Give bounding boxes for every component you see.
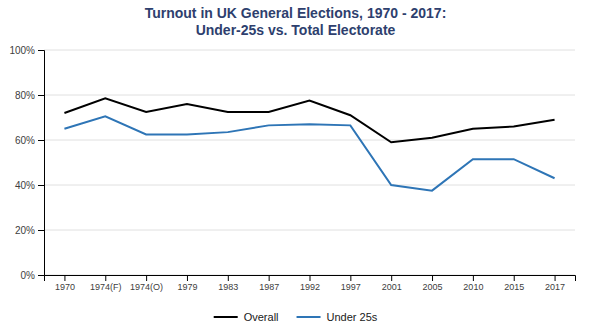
x-axis: 1970 1974(F) 1974(O) 1979 1983 1987 1992 1997 20… <box>45 275 576 292</box>
x-tick: 1983 <box>218 275 238 292</box>
y-tick-label: 60% <box>15 135 35 146</box>
x-tick-mark <box>105 275 106 281</box>
y-tick-label: 40% <box>15 180 35 191</box>
x-tick-mark <box>555 275 556 281</box>
grid-line <box>44 50 575 51</box>
x-tick-label: 1992 <box>300 282 320 292</box>
x-tick: 2001 <box>382 275 402 292</box>
y-tick-mark <box>38 275 44 276</box>
x-tick-mark <box>187 275 188 281</box>
x-tick-label: 1970 <box>55 282 75 292</box>
x-tick-mark <box>514 275 515 281</box>
y-tick-label: 80% <box>15 90 35 101</box>
x-tick: 2017 <box>545 275 565 292</box>
y-tick: 60% <box>15 135 44 146</box>
x-tick: 2015 <box>504 275 524 292</box>
legend-item: Under 25s <box>297 311 378 323</box>
x-tick-label: 1983 <box>218 282 238 292</box>
y-tick-label: 0% <box>21 270 36 281</box>
x-tick-label: 1987 <box>259 282 279 292</box>
x-tick-mark <box>391 275 392 281</box>
chart: Turnout in UK General Elections, 1970 - … <box>0 0 591 327</box>
y-tick-label: 20% <box>15 225 35 236</box>
x-tick: 1987 <box>259 275 279 292</box>
x-tick-mark <box>350 275 351 281</box>
legend-label: Under 25s <box>327 311 378 323</box>
x-tick-label: 1974(F) <box>90 282 122 292</box>
x-tick: 1974(O) <box>130 275 163 292</box>
x-tick: 1979 <box>177 275 197 292</box>
lines <box>64 98 554 190</box>
x-tick-mark <box>269 275 270 281</box>
y-tick: 40% <box>15 180 44 191</box>
x-tick: 2005 <box>423 275 443 292</box>
x-tick: 1992 <box>300 275 320 292</box>
legend-label: Overall <box>244 311 279 323</box>
grid-line <box>44 230 575 231</box>
grid-line <box>44 140 575 141</box>
x-tick-label: 2005 <box>423 282 443 292</box>
y-tick-label: 100% <box>9 45 35 56</box>
y-tick-mark <box>38 185 44 186</box>
grid-line <box>44 185 575 186</box>
legend-item: Overall <box>214 311 279 323</box>
x-tick-mark <box>228 275 229 281</box>
x-tick-label: 2017 <box>545 282 565 292</box>
y-axis-line <box>38 51 45 276</box>
plot: 0% 20% 40% 60% 80% 100% 1970 1974(F) 1974(O) 1979… <box>9 45 575 293</box>
x-axis-line <box>45 276 576 282</box>
x-tick-mark <box>146 275 147 281</box>
x-tick-label: 2015 <box>504 282 524 292</box>
y-tick-mark <box>38 140 44 141</box>
y-tick: 0% <box>21 270 44 281</box>
legend-swatch <box>297 316 321 318</box>
grid-line <box>44 95 575 96</box>
x-tick-label: 1979 <box>177 282 197 292</box>
y-tick: 100% <box>9 45 44 56</box>
x-tick-mark <box>64 275 65 281</box>
grid <box>44 50 575 275</box>
y-tick: 20% <box>15 225 44 236</box>
x-tick-label: 2001 <box>382 282 402 292</box>
series-line <box>64 116 554 190</box>
y-tick-mark <box>38 50 44 51</box>
y-axis: 0% 20% 40% 60% 80% 100% <box>9 45 44 281</box>
title: Turnout in UK General Elections, 1970 - … <box>145 5 447 38</box>
x-tick-label: 1974(O) <box>130 282 163 292</box>
x-tick: 1970 <box>55 275 75 292</box>
x-tick-label: 1997 <box>341 282 361 292</box>
legend: Overall Under 25s <box>214 311 378 323</box>
x-tick-mark <box>432 275 433 281</box>
x-tick-label: 2010 <box>463 282 483 292</box>
x-tick-mark <box>310 275 311 281</box>
x-tick: 1997 <box>341 275 361 292</box>
y-tick-mark <box>38 95 44 96</box>
x-tick: 1974(F) <box>90 275 122 292</box>
x-tick: 2010 <box>463 275 483 292</box>
x-tick-mark <box>473 275 474 281</box>
legend-swatch <box>214 316 238 318</box>
y-tick-mark <box>38 230 44 231</box>
series-line <box>64 98 554 142</box>
y-tick: 80% <box>15 90 44 101</box>
